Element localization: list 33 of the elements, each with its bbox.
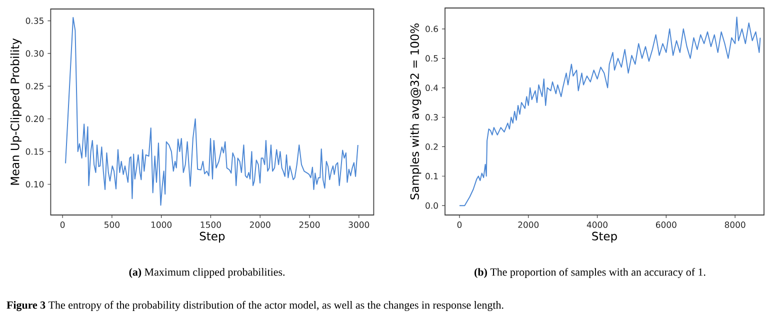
y-tick-label: 0.30 xyxy=(26,50,44,57)
y-tick-label: 0.0 xyxy=(426,202,438,209)
x-tick-label: 500 xyxy=(104,222,120,228)
text: Figure 3 The entropy of the probability distribution of the actor model, as well as the changes in response length. xyxy=(6,300,504,312)
x-axis-title: Step xyxy=(592,232,617,243)
x-axis-title: Step xyxy=(200,232,225,243)
y-tick-label: 0.6 xyxy=(426,26,438,32)
text: (b) The proportion of samples with an accuracy of 1. xyxy=(474,268,706,278)
y-axis-title: Mean Up-Clipped Probility xyxy=(10,38,22,185)
line-series xyxy=(65,17,358,206)
x-tick-label: 4000 xyxy=(586,222,608,228)
y-tick-label: 0.35 xyxy=(26,18,44,24)
x-tick-label: 1500 xyxy=(200,222,221,228)
x-tick-label: 3000 xyxy=(348,222,370,228)
x-tick-label: 1000 xyxy=(152,222,172,228)
y-tick-label: 0.1 xyxy=(426,172,438,180)
x-tick-label: 2000 xyxy=(250,222,270,228)
x-tick-label: 2500 xyxy=(299,222,320,228)
y-tick-label: 0.25 xyxy=(26,82,44,90)
x-tick-label: 2000 xyxy=(518,222,539,228)
text: (a) Maximum clipped probabilities. xyxy=(129,268,285,278)
y-tick-label: 0.2 xyxy=(426,143,438,150)
y-tick-label: 0.10 xyxy=(26,181,44,188)
y-tick-label: 0.4 xyxy=(426,84,438,92)
y-axis-title: Samples with avg@32 = 100% xyxy=(410,24,422,200)
x-tick-label: 0 xyxy=(457,222,462,228)
y-tick-label: 0.3 xyxy=(426,114,438,120)
x-tick-label: 8000 xyxy=(724,222,746,228)
y-tick-label: 0.15 xyxy=(26,148,44,155)
x-tick-label: 0 xyxy=(60,222,65,228)
y-tick-label: 0.5 xyxy=(426,55,438,62)
x-tick-label: 6000 xyxy=(656,222,676,228)
y-tick-label: 0.20 xyxy=(26,116,44,122)
